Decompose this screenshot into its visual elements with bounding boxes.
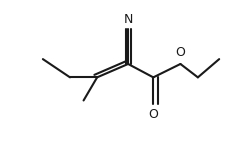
Text: N: N: [124, 13, 133, 26]
Text: O: O: [176, 46, 186, 59]
Text: O: O: [148, 108, 158, 121]
